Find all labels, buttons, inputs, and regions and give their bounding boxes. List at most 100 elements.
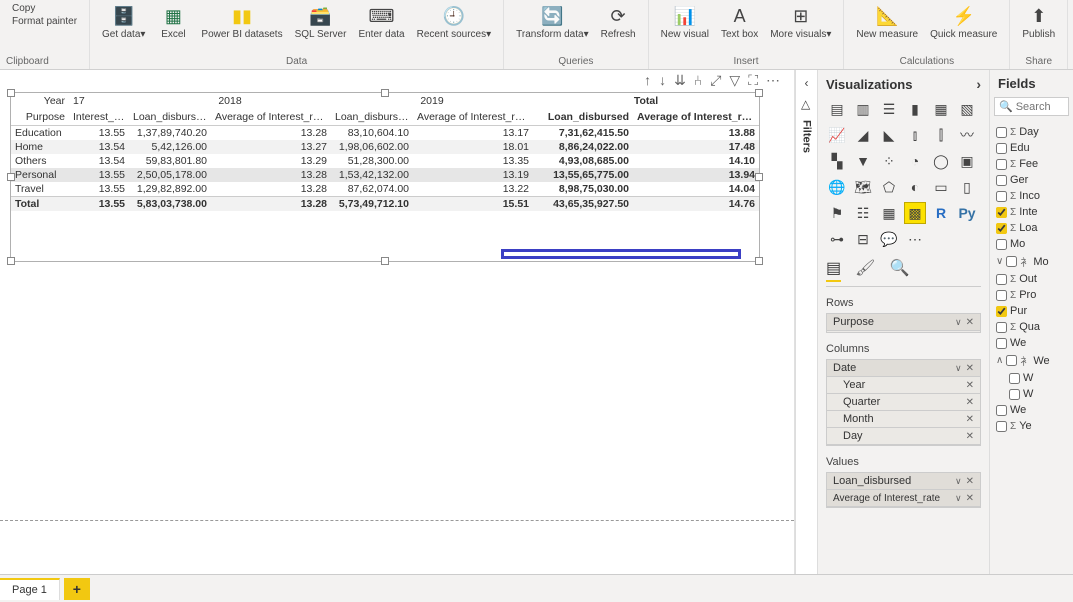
field-item[interactable]: Ger <box>994 172 1069 188</box>
field-checkbox[interactable] <box>996 223 1007 234</box>
treemap-icon[interactable]: ▣ <box>956 150 978 172</box>
filters-icon[interactable]: ◁ <box>799 100 813 109</box>
rows-well[interactable]: Purpose∨✕ <box>826 313 981 333</box>
field-item[interactable]: ΣInco <box>994 188 1069 204</box>
scatter-icon[interactable]: ⁘ <box>878 150 900 172</box>
analytics-tab-icon[interactable]: 🔍 <box>889 258 909 282</box>
table-icon[interactable]: ▦ <box>878 202 900 224</box>
gauge-icon[interactable]: ◐ <box>904 176 926 198</box>
hundred-bar-icon[interactable]: ▦ <box>930 98 952 120</box>
fields-search[interactable]: 🔍 <box>994 97 1069 116</box>
well-item-date[interactable]: Date∨✕ <box>827 360 980 377</box>
resize-handle[interactable] <box>755 173 763 181</box>
enter-data-button[interactable]: ⌨Enter data <box>352 2 410 43</box>
area-chart-icon[interactable]: ◢ <box>852 124 874 146</box>
remove-icon[interactable]: ✕ <box>966 397 974 408</box>
field-checkbox[interactable] <box>996 127 1007 138</box>
filled-map-icon[interactable]: 🗺 <box>852 176 874 198</box>
horizontal-scrollbar-thumb[interactable] <box>501 249 741 259</box>
recent-sources-button[interactable]: 🕘Recent sources▾ <box>411 2 498 43</box>
chevron-down-icon[interactable]: ∨ <box>955 476 962 486</box>
field-item[interactable]: W <box>994 386 1069 402</box>
drill-up-icon[interactable]: ↑ <box>644 72 651 89</box>
resize-handle[interactable] <box>755 89 763 97</box>
field-checkbox[interactable] <box>1009 373 1020 384</box>
more-visuals-button[interactable]: ⊞More visuals▾ <box>764 2 837 43</box>
chevron-right-icon[interactable]: › <box>976 76 981 92</box>
field-checkbox[interactable] <box>996 191 1007 202</box>
search-input[interactable] <box>1016 101 1064 113</box>
resize-handle[interactable] <box>7 173 15 181</box>
field-checkbox[interactable] <box>1006 355 1017 366</box>
field-item[interactable]: ΣLoa <box>994 220 1069 236</box>
pie-icon[interactable]: ◔ <box>904 150 926 172</box>
chevron-down-icon[interactable]: ∨ <box>996 256 1003 267</box>
resize-handle[interactable] <box>7 89 15 97</box>
field-item[interactable]: ΣOut <box>994 271 1069 287</box>
field-item[interactable]: Mo <box>994 236 1069 252</box>
field-checkbox[interactable] <box>996 405 1007 416</box>
more-visuals-icon[interactable]: ⋯ <box>904 228 926 250</box>
table-row[interactable]: Education13.551,37,89,740.2013.2883,10,6… <box>11 126 759 140</box>
multi-card-icon[interactable]: ▯ <box>956 176 978 198</box>
shape-map-icon[interactable]: ⬠ <box>878 176 900 198</box>
decomposition-icon[interactable]: ⊟ <box>852 228 874 250</box>
funnel-icon[interactable]: ▼ <box>852 150 874 172</box>
qa-icon[interactable]: 💬 <box>878 228 900 250</box>
remove-icon[interactable]: ✕ <box>966 380 974 391</box>
sql-server-button[interactable]: 🗃️SQL Server <box>289 2 353 43</box>
remove-icon[interactable]: ✕ <box>966 363 974 374</box>
field-checkbox[interactable] <box>996 159 1007 170</box>
resize-handle[interactable] <box>381 89 389 97</box>
copy-button[interactable]: Copy <box>12 2 35 15</box>
format-tab-icon[interactable]: 🖌 <box>855 258 875 282</box>
field-checkbox[interactable] <box>1006 256 1017 267</box>
stacked-area-icon[interactable]: ◣ <box>878 124 900 146</box>
page-tab-1[interactable]: Page 1 <box>0 578 60 600</box>
field-item[interactable]: ΣPro <box>994 287 1069 303</box>
remove-icon[interactable]: ✕ <box>966 317 974 328</box>
field-checkbox[interactable] <box>996 290 1007 301</box>
kpi-icon[interactable]: ⚑ <box>826 202 848 224</box>
field-checkbox[interactable] <box>996 274 1007 285</box>
resize-handle[interactable] <box>7 257 15 265</box>
line-column-icon[interactable]: ⫾ <box>904 124 926 146</box>
well-item-purpose[interactable]: Purpose∨✕ <box>827 314 980 331</box>
card-icon[interactable]: ▭ <box>930 176 952 198</box>
donut-icon[interactable]: ◯ <box>930 150 952 172</box>
values-well[interactable]: Loan_disbursed∨✕ Average of Interest_rat… <box>826 472 981 508</box>
filter-icon[interactable]: ▽ <box>729 72 740 89</box>
field-item[interactable]: ΣYe <box>994 418 1069 434</box>
report-canvas[interactable]: ↑ ↓ ⇊ ⑃ ⤢ ▽ ⛶ ⋯ Year Purpose <box>0 70 795 574</box>
drill-down-icon[interactable]: ↓ <box>659 72 666 89</box>
well-item-quarter[interactable]: Quarter✕ <box>827 394 980 411</box>
field-item[interactable]: ∧⻂We <box>994 351 1069 370</box>
waterfall-icon[interactable]: ▚ <box>826 150 848 172</box>
resize-handle[interactable] <box>381 257 389 265</box>
chevron-down-icon[interactable]: ∨ <box>955 363 962 373</box>
publish-button[interactable]: ⬆Publish <box>1016 2 1061 43</box>
remove-icon[interactable]: ✕ <box>966 414 974 425</box>
text-box-button[interactable]: AText box <box>715 2 764 43</box>
field-item[interactable]: ΣQua <box>994 319 1069 335</box>
stacked-column-icon[interactable]: ▥ <box>852 98 874 120</box>
add-page-button[interactable]: + <box>64 578 90 600</box>
matrix-icon[interactable]: ▩ <box>904 202 926 224</box>
refresh-button[interactable]: ⟳Refresh <box>595 2 642 43</box>
focus-icon[interactable]: ⛶ <box>748 72 758 89</box>
well-item-loan-disbursed[interactable]: Loan_disbursed∨✕ <box>827 473 980 490</box>
remove-icon[interactable]: ✕ <box>966 476 974 487</box>
table-row[interactable]: Personal13.552,50,05,178.0013.281,53,42,… <box>11 168 759 182</box>
line-column2-icon[interactable]: ⫿ <box>930 124 952 146</box>
field-item[interactable]: ∨⻂Mo <box>994 252 1069 271</box>
drill-through-icon[interactable]: ⤢ <box>710 72 721 89</box>
field-checkbox[interactable] <box>1009 389 1020 400</box>
field-item[interactable]: ΣInte <box>994 204 1069 220</box>
new-visual-button[interactable]: 📊New visual <box>655 2 715 43</box>
table-row[interactable]: Travel13.551,29,82,892.0013.2887,62,074.… <box>11 182 759 196</box>
field-checkbox[interactable] <box>996 338 1007 349</box>
expand-down-icon[interactable]: ⇊ <box>674 72 686 89</box>
python-visual-icon[interactable]: Py <box>956 202 978 224</box>
matrix-visual[interactable]: Year Purpose 17 Interest_rate 2018 Loan_… <box>10 92 760 262</box>
field-item[interactable]: We <box>994 402 1069 418</box>
